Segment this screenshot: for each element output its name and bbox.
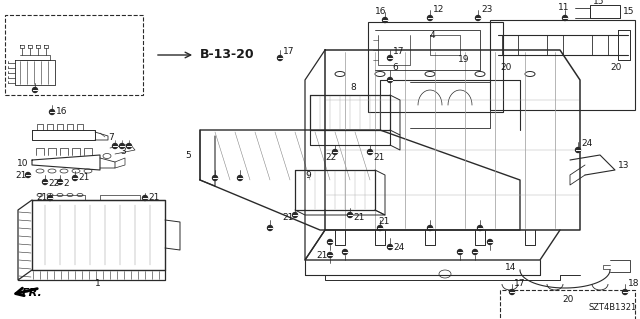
Bar <box>490 20 635 110</box>
Text: 3: 3 <box>120 147 125 157</box>
Text: 13: 13 <box>618 160 630 169</box>
Circle shape <box>127 144 131 149</box>
Circle shape <box>113 144 118 149</box>
Circle shape <box>72 175 77 181</box>
Circle shape <box>47 196 52 201</box>
Circle shape <box>328 253 333 257</box>
Text: 2: 2 <box>63 179 68 188</box>
Text: 21: 21 <box>15 170 26 180</box>
Text: 24: 24 <box>581 138 592 147</box>
Text: 1: 1 <box>95 279 100 288</box>
Text: FR.: FR. <box>22 288 43 298</box>
Circle shape <box>488 240 493 244</box>
Circle shape <box>575 147 580 152</box>
Circle shape <box>476 16 481 20</box>
Text: 21: 21 <box>36 192 47 202</box>
Circle shape <box>278 56 282 61</box>
Circle shape <box>367 150 372 154</box>
Circle shape <box>120 144 125 149</box>
Circle shape <box>42 180 47 184</box>
Text: 6: 6 <box>392 63 397 71</box>
Text: 12: 12 <box>433 5 444 14</box>
Text: B-13-20: B-13-20 <box>200 48 255 62</box>
Circle shape <box>458 249 463 255</box>
Text: 21: 21 <box>78 174 90 182</box>
Text: 15: 15 <box>593 0 605 6</box>
Circle shape <box>477 226 483 231</box>
Circle shape <box>387 56 392 61</box>
Circle shape <box>623 290 627 294</box>
Text: 21: 21 <box>316 250 328 259</box>
Text: 16: 16 <box>375 8 387 17</box>
Text: 21: 21 <box>353 213 364 222</box>
Circle shape <box>333 150 337 154</box>
Text: 21: 21 <box>378 218 389 226</box>
Text: 17: 17 <box>283 48 294 56</box>
Circle shape <box>387 244 392 249</box>
Circle shape <box>212 175 218 181</box>
Text: 17: 17 <box>514 278 525 287</box>
Text: 9: 9 <box>305 170 311 180</box>
Bar <box>368 22 503 112</box>
Text: 23: 23 <box>481 5 492 14</box>
Text: 5: 5 <box>185 151 191 160</box>
Text: 24: 24 <box>393 242 404 251</box>
Text: 14: 14 <box>505 263 516 272</box>
Bar <box>5 15 143 95</box>
Text: 20: 20 <box>610 63 621 72</box>
Text: 20: 20 <box>562 295 573 305</box>
Circle shape <box>268 226 273 231</box>
Circle shape <box>428 226 433 231</box>
Circle shape <box>378 226 383 231</box>
Text: 20: 20 <box>500 63 511 72</box>
Circle shape <box>143 196 147 201</box>
Circle shape <box>49 109 54 115</box>
Circle shape <box>237 175 243 181</box>
Text: 21: 21 <box>373 153 385 162</box>
Circle shape <box>58 180 63 184</box>
Circle shape <box>387 78 392 83</box>
Text: 22: 22 <box>48 179 60 188</box>
Bar <box>500 290 635 319</box>
Circle shape <box>33 87 38 93</box>
Circle shape <box>383 18 387 23</box>
Text: 10: 10 <box>17 159 29 167</box>
Circle shape <box>563 16 568 20</box>
Circle shape <box>509 290 515 294</box>
Text: SZT4B1321: SZT4B1321 <box>589 303 637 312</box>
Text: 22: 22 <box>325 153 336 162</box>
Text: 19: 19 <box>458 56 470 64</box>
Text: 4: 4 <box>430 32 436 41</box>
Circle shape <box>472 249 477 255</box>
Circle shape <box>328 240 333 244</box>
Circle shape <box>348 212 353 218</box>
Text: 17: 17 <box>393 48 404 56</box>
Text: 16: 16 <box>56 108 67 116</box>
Text: 18: 18 <box>628 278 639 287</box>
Circle shape <box>428 16 433 20</box>
Circle shape <box>342 249 348 255</box>
Text: 21: 21 <box>148 192 159 202</box>
Text: 11: 11 <box>558 4 570 12</box>
Text: 7: 7 <box>108 132 114 142</box>
Circle shape <box>26 173 31 177</box>
Text: 21: 21 <box>282 213 293 222</box>
Text: 8: 8 <box>350 84 356 93</box>
Circle shape <box>292 212 298 218</box>
Text: 15: 15 <box>623 8 634 17</box>
